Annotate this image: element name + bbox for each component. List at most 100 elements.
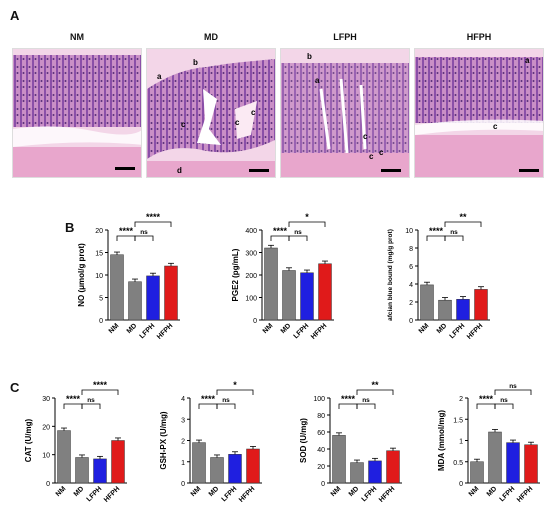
bar-lfph [300,272,314,321]
significance-bracket [63,403,83,409]
y-tick-label: 30 [42,396,50,403]
histology-image-nm [12,48,142,178]
category-label: HFPH [466,322,484,340]
significance-bracket [476,403,496,409]
category-label: LFPH [293,322,311,340]
significance-bracket [216,389,254,395]
annotation-d: d [177,166,182,175]
significance-label: * [305,212,309,222]
significance-label: ns [450,229,458,236]
significance-bracket [444,235,464,241]
annotation-c: c [493,122,498,131]
y-tick-label: 80 [317,413,325,420]
bar-nm [110,254,124,321]
category-label: NM [108,322,121,335]
significance-bracket [494,403,514,409]
y-tick-label: 10 [95,273,103,280]
annotation-c: c [379,148,384,157]
histology-image-hfph: a c [414,48,544,178]
y-axis-label: PGE2 (pg/mL) [231,248,240,301]
histology-title-nm: NM [70,32,84,42]
bar-nm [470,461,484,484]
significance-bracket [338,403,358,409]
y-tick-label: 200 [245,273,257,280]
significance-label: ** [371,380,379,390]
category-label: LFPH [449,322,467,340]
y-tick-label: 5 [99,296,103,303]
category-label: NM [330,485,343,498]
bar-hfph [318,263,332,321]
significance-bracket [270,235,290,241]
y-tick-label: 0 [99,318,103,325]
annotation-a: a [157,72,162,81]
significance-label: **** [201,394,216,404]
significance-bracket [288,235,308,241]
bar-hfph [386,450,400,484]
bar-md [488,431,502,484]
y-tick-label: 1 [459,439,463,446]
annotation-c: c [363,132,368,141]
significance-label: **** [66,394,81,404]
significance-bracket [356,389,394,395]
category-label: HFPH [238,485,256,503]
category-label: HFPH [378,485,396,503]
bar-hfph [111,440,125,484]
category-label: HFPH [310,322,328,340]
category-label: LFPH [86,485,104,503]
bar-lfph [93,458,107,484]
y-tick-label: 400 [245,228,257,235]
bar-nm [57,430,71,484]
panel-label-a: A [10,8,20,23]
annotation-a: a [525,56,530,65]
y-tick-label: 0 [409,318,413,325]
significance-bracket [426,235,446,241]
y-tick-label: 2 [409,300,413,307]
y-axis-label: afcian blue bound (mg/g prot) [387,229,394,321]
category-label: LFPH [499,485,517,503]
y-tick-label: 1.5 [453,417,463,424]
y-axis-label: SOD (U/mg) [299,418,308,463]
annotation-b: b [193,58,198,67]
bar-lfph [146,275,160,321]
significance-label: ** [459,212,467,222]
significance-bracket [81,389,119,395]
y-axis-label: CAT (U/mg) [24,418,33,462]
significance-label: **** [429,226,444,236]
significance-bracket [134,221,172,227]
y-tick-label: 2 [459,396,463,403]
significance-bracket [216,403,236,409]
bar-md [350,462,364,484]
bar-hfph [524,444,538,484]
bar-md [282,270,296,321]
category-label: MD [348,485,361,498]
significance-label: ns [362,397,370,404]
y-tick-label: 60 [317,430,325,437]
histology-image-lfph: b a c c c [280,48,410,178]
category-label: MD [436,322,449,335]
y-tick-label: 2 [181,439,185,446]
y-tick-label: 8 [409,246,413,253]
significance-bracket [444,221,482,227]
bar-md [210,457,224,484]
y-tick-label: 4 [409,282,413,289]
annotation-c: c [369,152,374,161]
y-tick-label: 1 [181,460,185,467]
histology-title-md: MD [204,32,218,42]
significance-bracket [356,403,376,409]
significance-label: **** [93,380,108,390]
significance-label: ns [509,383,517,390]
y-tick-label: 300 [245,251,257,258]
category-label: NM [468,485,481,498]
y-tick-label: 0 [321,481,325,488]
category-label: MD [73,485,86,498]
bar-hfph [474,289,488,321]
category-label: HFPH [156,322,174,340]
category-label: LFPH [139,322,157,340]
y-tick-label: 10 [405,228,413,235]
bar-lfph [506,442,520,484]
y-axis-label: MDA (mmol/mg) [437,410,446,471]
significance-label: **** [119,226,134,236]
significance-label: **** [341,394,356,404]
significance-bracket [198,403,218,409]
